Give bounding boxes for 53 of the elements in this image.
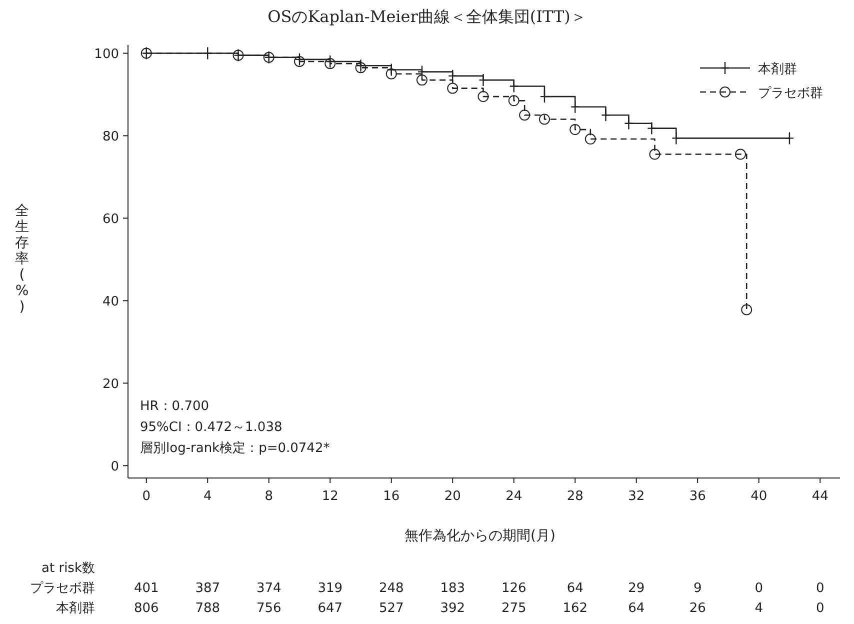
x-tick-label: 28 (566, 489, 584, 504)
text: 64 (628, 601, 645, 616)
chart-title: OSのKaplan-Meier曲線＜全体集団(ITT)＞ (268, 7, 586, 26)
text: 126 (501, 581, 526, 596)
text: 本剤群 (56, 601, 95, 616)
text: 647 (318, 601, 343, 616)
text: 401 (134, 581, 159, 596)
y-tick-label: 20 (102, 377, 119, 392)
x-tick-label: 36 (689, 489, 706, 504)
x-axis-title: 無作為化からの期間(月) (404, 528, 556, 544)
x-tick-label: 0 (142, 489, 151, 504)
text: 4 (754, 601, 763, 616)
text: 9 (693, 581, 702, 596)
y-tick-label: 0 (110, 460, 119, 475)
text: 806 (134, 601, 159, 616)
text: 788 (195, 601, 220, 616)
x-tick-label: 16 (383, 489, 400, 504)
text: at risk数 (42, 561, 95, 576)
text: 0 (754, 581, 763, 596)
x-tick-label: 40 (750, 489, 768, 504)
text: 527 (378, 601, 404, 616)
legend-label: 本剤群 (758, 62, 797, 77)
legend-label: プラセボ群 (758, 86, 823, 101)
text: 26 (689, 601, 706, 616)
y-tick-label: 60 (102, 212, 119, 228)
text: 374 (256, 581, 282, 596)
text: 248 (378, 581, 404, 596)
text: 387 (195, 581, 220, 596)
text: 162 (562, 601, 588, 616)
annotation: 層別log-rank検定：p=0.0742* (140, 441, 330, 456)
text: 29 (628, 581, 645, 596)
text: 0 (816, 581, 824, 596)
x-tick-label: 12 (322, 489, 338, 504)
x-tick-label: 44 (812, 489, 828, 504)
text: 392 (440, 601, 466, 616)
y-axis-title: 全生存率(%) (15, 203, 29, 315)
text: 275 (501, 601, 526, 616)
annotation: HR：0.700 (140, 399, 210, 414)
y-tick-label: 80 (102, 130, 119, 145)
text: 756 (256, 601, 282, 616)
text: 183 (440, 581, 466, 596)
x-tick-label: 20 (444, 489, 461, 504)
x-tick-label: 24 (506, 489, 522, 504)
x-tick-label: 32 (628, 489, 645, 504)
text: プラセボ群 (30, 581, 95, 596)
text: 64 (566, 581, 584, 596)
text: 0 (816, 601, 824, 616)
y-tick-label: 100 (94, 47, 119, 62)
x-tick-label: 4 (203, 489, 212, 504)
x-tick-label: 8 (264, 489, 274, 504)
text: 319 (318, 581, 343, 596)
y-tick-label: 40 (102, 294, 119, 310)
annotation: 95%CI：0.472～1.038 (140, 420, 282, 435)
